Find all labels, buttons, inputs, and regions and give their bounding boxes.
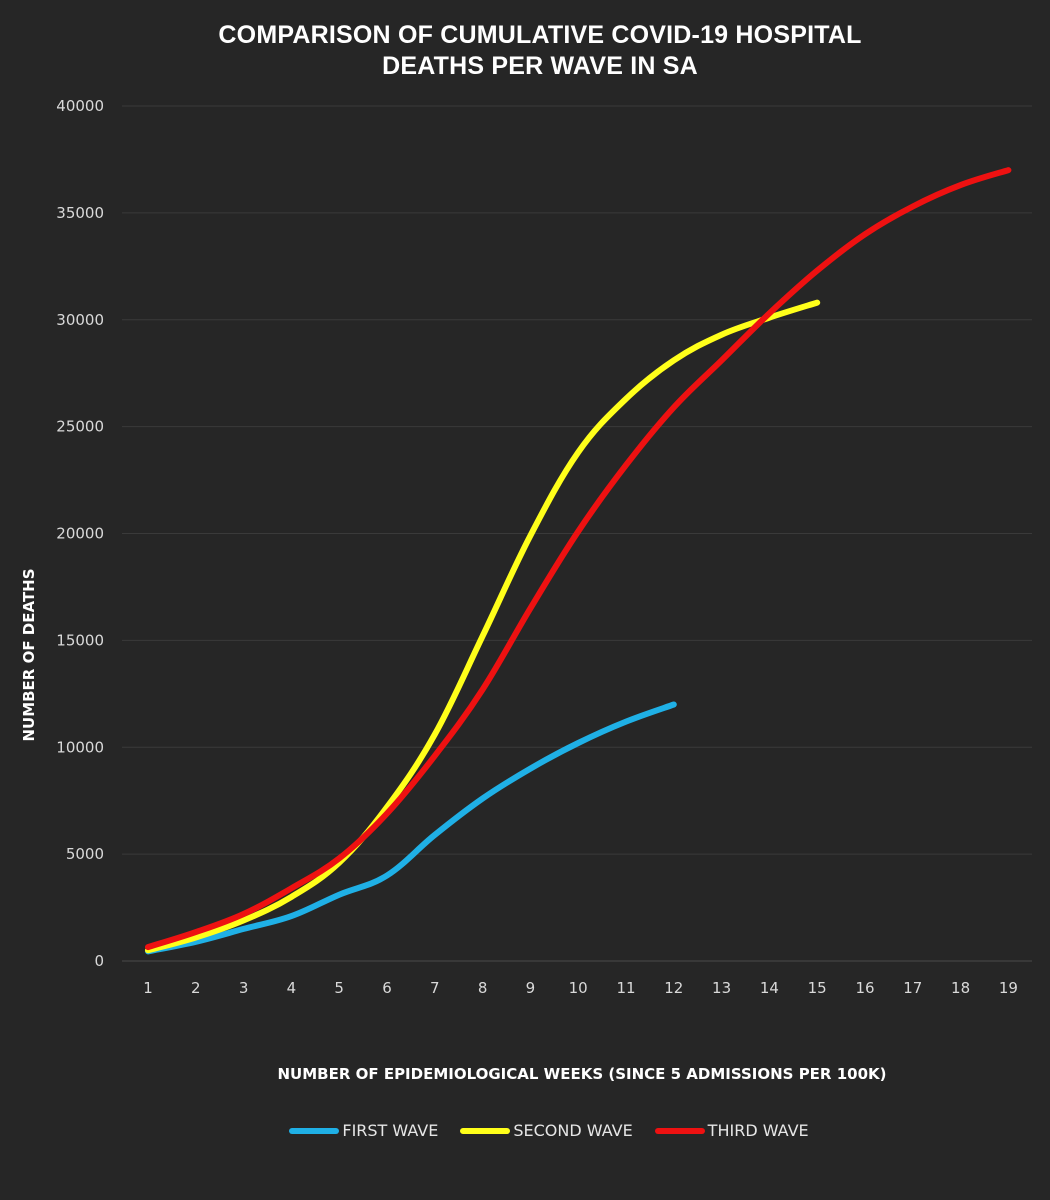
y-tick-label: 25000 xyxy=(56,418,104,436)
x-tick-label: 1 xyxy=(143,979,153,997)
grid-lines xyxy=(122,105,1032,962)
y-tick-label: 40000 xyxy=(56,97,104,115)
x-tick-label: 5 xyxy=(334,979,344,997)
chart-title-line-1: COMPARISON OF CUMULATIVE COVID-19 HOSPIT… xyxy=(218,21,862,49)
x-tick-label: 10 xyxy=(569,979,588,997)
x-tick-label: 16 xyxy=(855,979,874,997)
x-tick-label: 9 xyxy=(526,979,536,997)
legend-item-second-wave: SECOND WAVE xyxy=(460,1121,654,1140)
y-tick-label: 30000 xyxy=(56,311,104,329)
series-first-wave xyxy=(145,701,677,955)
x-tick-label: 8 xyxy=(478,979,488,997)
x-tick-label: 12 xyxy=(664,979,683,997)
legend-swatch-first-wave xyxy=(289,1127,340,1134)
y-tick-label: 20000 xyxy=(56,525,104,543)
series-line-first-wave xyxy=(145,701,677,955)
x-tick-label: 2 xyxy=(191,979,201,997)
x-tick-label: 11 xyxy=(616,979,635,997)
legend-swatch-third-wave xyxy=(654,1127,705,1134)
chart-title: COMPARISON OF CUMULATIVE COVID-19 HOSPIT… xyxy=(0,20,1050,82)
legend-label-first-wave: FIRST WAVE xyxy=(342,1121,439,1140)
series-lines xyxy=(145,167,1012,955)
y-tick-label: 0 xyxy=(94,952,104,970)
y-axis-ticks: 0 5000 10000 15000 20000 25000 30000 35000 40000 xyxy=(56,97,104,970)
legend: FIRST WAVE SECOND WAVE THIRD WAVE xyxy=(0,1121,1050,1140)
series-third-wave xyxy=(145,167,1012,951)
chart-title-line-2: DEATHS PER WAVE IN SA xyxy=(382,52,698,80)
x-tick-label: 4 xyxy=(287,979,297,997)
legend-label-second-wave: SECOND WAVE xyxy=(513,1121,633,1140)
series-line-third-wave xyxy=(145,167,1012,951)
y-tick-label: 5000 xyxy=(66,845,104,863)
y-tick-label: 35000 xyxy=(56,204,104,222)
x-tick-label: 3 xyxy=(239,979,249,997)
x-tick-label: 18 xyxy=(951,979,970,997)
legend-label-third-wave: THIRD WAVE xyxy=(707,1121,809,1140)
y-tick-label: 15000 xyxy=(56,631,104,649)
x-tick-label: 13 xyxy=(712,979,731,997)
x-axis-title: NUMBER OF EPIDEMIOLOGICAL WEEKS (SINCE 5… xyxy=(277,1065,886,1083)
legend-item-first-wave: FIRST WAVE xyxy=(289,1121,460,1140)
x-axis-ticks: 1 2 3 4 5 6 7 8 9 10 11 12 13 14 15 16 17 18 19 xyxy=(143,979,1018,997)
x-tick-label: 17 xyxy=(903,979,922,997)
x-tick-label: 14 xyxy=(760,979,779,997)
x-tick-label: 6 xyxy=(382,979,392,997)
x-tick-label: 7 xyxy=(430,979,440,997)
x-tick-label: 19 xyxy=(999,979,1018,997)
legend-item-third-wave: THIRD WAVE xyxy=(654,1121,831,1140)
series-line-second-wave xyxy=(145,299,821,954)
legend-swatch-second-wave xyxy=(460,1127,511,1134)
series-second-wave xyxy=(145,299,821,954)
x-tick-label: 15 xyxy=(808,979,827,997)
y-tick-label: 10000 xyxy=(56,738,104,756)
y-axis-title: NUMBER OF DEATHS xyxy=(20,568,38,741)
